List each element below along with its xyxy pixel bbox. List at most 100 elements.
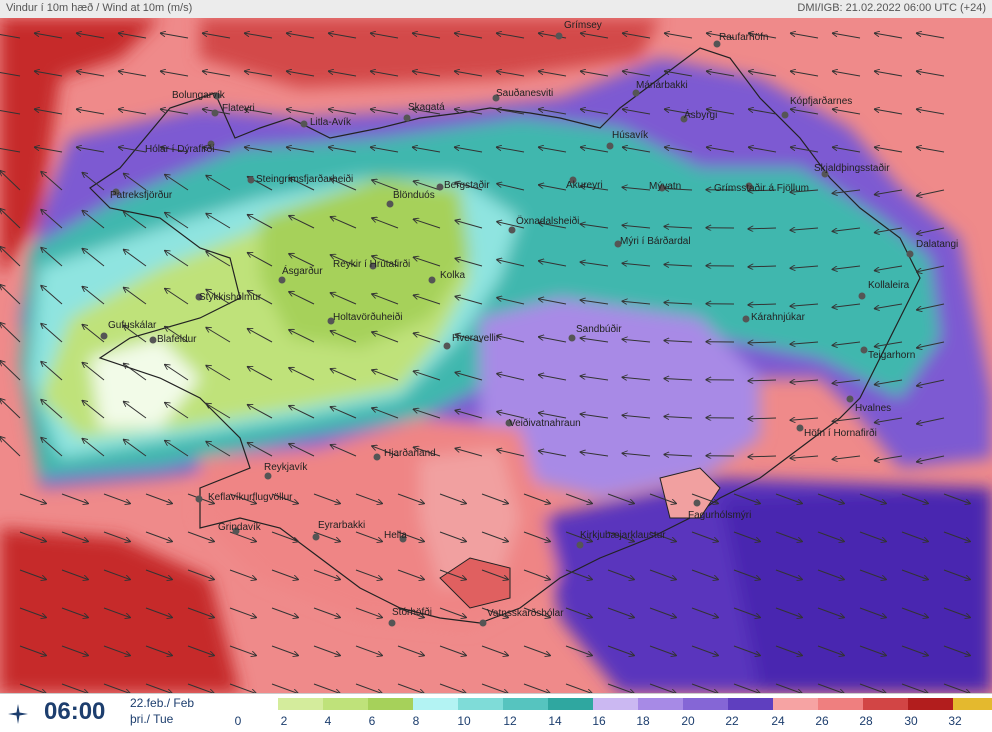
station-marker[interactable]: Mýri í Bárðardal (615, 235, 691, 248)
legend-swatch (818, 698, 863, 710)
legend-swatch (773, 698, 818, 710)
legend-label: 0 (235, 714, 242, 728)
svg-text:Steingrímsfjarðarheiði: Steingrímsfjarðarheiði (256, 173, 353, 185)
station-marker[interactable]: Reykir í Hrútafirði (333, 258, 410, 270)
legend-label: 14 (548, 714, 561, 728)
station-marker[interactable]: Mývatn (649, 181, 681, 192)
legend-label: 28 (859, 714, 872, 728)
model-run-info: DMI/IGB: 21.02.2022 06:00 UTC (+24) (797, 2, 986, 14)
legend-label: 6 (369, 714, 376, 728)
legend-label: 30 (904, 714, 917, 728)
station-marker[interactable]: Steingrímsfjarðarheiði (248, 173, 354, 185)
legend-label: 8 (413, 714, 420, 728)
legend-swatch (503, 698, 548, 710)
svg-text:Grindavík: Grindavík (218, 522, 262, 533)
svg-text:Skagatá: Skagatá (408, 102, 445, 113)
map-title: Vindur í 10m hæð / Wind at 10m (m/s) (6, 2, 192, 14)
svg-text:Stykkishólmur: Stykkishólmur (199, 292, 262, 303)
station-marker[interactable]: Kárahnjúkar (743, 312, 806, 323)
svg-text:Mýri í Bárðardal: Mýri í Bárðardal (620, 235, 691, 247)
svg-text:Skjaldþingsstaðir: Skjaldþingsstaðir (814, 162, 890, 174)
legend-swatch (278, 698, 323, 710)
station-marker[interactable]: Patreksfjörður (110, 189, 173, 202)
svg-text:Bergstaðir: Bergstaðir (444, 179, 490, 191)
svg-text:Húsavík: Húsavík (612, 130, 649, 141)
legend-label: 26 (815, 714, 828, 728)
svg-text:Blafeldur: Blafeldur (157, 334, 197, 345)
svg-text:Kárahnjúkar: Kárahnjúkar (751, 312, 806, 323)
legend-swatch (863, 698, 908, 710)
legend-swatch (323, 698, 368, 710)
station-marker[interactable]: Veiðivatnahraun (506, 417, 581, 429)
svg-text:Sauðanesviti: Sauðanesviti (496, 87, 553, 99)
legend-label: 32 (948, 714, 961, 728)
svg-text:Grímsey: Grímsey (564, 20, 602, 31)
station-marker[interactable]: Blafeldur (150, 334, 198, 345)
svg-text:Öxnadalsheiði: Öxnadalsheiði (516, 215, 579, 227)
svg-text:Kolka: Kolka (440, 270, 465, 281)
svg-text:Höfn í Hornafirði: Höfn í Hornafirði (804, 427, 877, 439)
station-marker[interactable]: Stykkishólmur (196, 292, 262, 303)
svg-text:Bolungarvík: Bolungarvík (172, 90, 226, 101)
svg-text:Stórhöfði: Stórhöfði (392, 606, 432, 618)
svg-text:Hólar í Dýrafirði: Hólar í Dýrafirði (145, 143, 214, 155)
svg-text:Ásgarður: Ásgarður (282, 264, 323, 277)
legend-swatch (683, 698, 728, 710)
station-marker[interactable]: Grímsstaðir á Fjöllum (714, 182, 809, 194)
svg-text:Gufuskálar: Gufuskálar (108, 320, 157, 331)
svg-text:Mývatn: Mývatn (649, 181, 681, 192)
svg-text:Reykjavík: Reykjavík (264, 462, 308, 473)
svg-text:Grímsstaðir á Fjöllum: Grímsstaðir á Fjöllum (714, 182, 809, 194)
svg-text:Dalatangi: Dalatangi (916, 239, 958, 250)
station-marker[interactable]: Holtavörðuheiði (328, 311, 403, 325)
legend-swatch (548, 698, 593, 710)
svg-text:Reykir í Hrútafirði: Reykir í Hrútafirði (333, 258, 410, 270)
legend-label: 20 (681, 714, 694, 728)
svg-text:Litla-Avík: Litla-Avík (310, 117, 352, 128)
legend-label: 16 (592, 714, 605, 728)
svg-text:Flateyri: Flateyri (222, 103, 255, 114)
svg-text:Fagurhólsmýri: Fagurhólsmýri (688, 510, 751, 521)
legend-label: 2 (281, 714, 288, 728)
svg-text:Vatnsskarðshólar: Vatnsskarðshólar (487, 607, 564, 619)
svg-text:Patreksfjörður: Patreksfjörður (110, 189, 173, 201)
svg-text:Hvalnes: Hvalnes (855, 403, 891, 414)
svg-text:Teigarhorn: Teigarhorn (868, 350, 915, 361)
svg-text:Kollaleira: Kollaleira (868, 280, 910, 291)
svg-text:Keflavíkurflugvöllur: Keflavíkurflugvöllur (208, 492, 293, 503)
svg-text:Eyrarbakki: Eyrarbakki (318, 520, 365, 531)
svg-text:Raufarhöfn: Raufarhöfn (719, 32, 768, 43)
svg-text:Hveravellir: Hveravellir (452, 333, 500, 344)
svg-text:Sandbúðir: Sandbúðir (576, 323, 622, 335)
legend-swatch (458, 698, 503, 710)
legend-label: 22 (725, 714, 738, 728)
svg-text:Blönduós: Blönduós (393, 190, 435, 201)
station-marker[interactable]: Ásbyrgi (681, 108, 718, 123)
station-marker[interactable]: Hella (384, 530, 407, 543)
station-marker[interactable]: Bolungarvík (172, 90, 226, 101)
svg-text:Kirkjubæjarklaustur: Kirkjubæjarklaustur (580, 530, 666, 541)
legend-swatch (593, 698, 638, 710)
wind-map: Grímsey Raufarhöfn Bolungarvík Flateyri … (0, 18, 992, 693)
color-legend (278, 698, 992, 710)
station-marker[interactable]: Bergstaðir (437, 179, 491, 191)
svg-text:Mánárbakki: Mánárbakki (636, 80, 688, 91)
legend-label: 18 (636, 714, 649, 728)
header-bar: Vindur í 10m hæð / Wind at 10m (m/s) DMI… (0, 0, 992, 19)
legend-swatch (413, 698, 458, 710)
legend-swatch (953, 698, 992, 710)
legend-swatch (638, 698, 683, 710)
legend-swatch (908, 698, 953, 710)
station-marker[interactable]: Grindavík (218, 522, 262, 535)
svg-text:Hella: Hella (384, 530, 407, 541)
svg-text:Ásbyrgi: Ásbyrgi (684, 108, 717, 121)
legend-swatch (728, 698, 773, 710)
legend-label: 24 (771, 714, 784, 728)
legend-label: 10 (457, 714, 470, 728)
legend-label: 4 (325, 714, 332, 728)
legend-label: 12 (503, 714, 516, 728)
svg-text:Akureyri: Akureyri (566, 180, 603, 191)
station-marker[interactable]: Keflavíkurflugvöllur (196, 492, 294, 503)
